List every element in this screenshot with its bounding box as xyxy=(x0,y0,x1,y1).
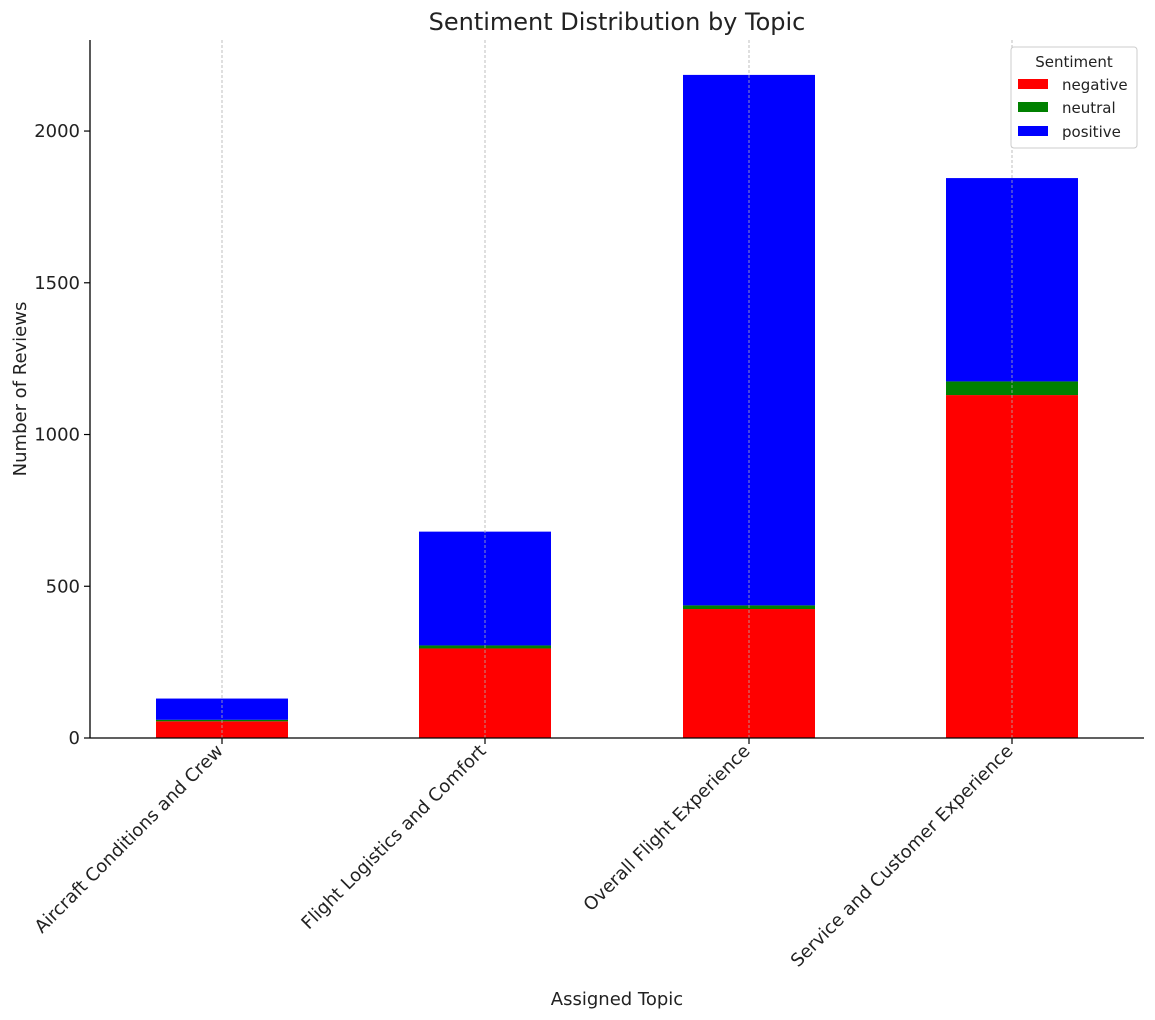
x-ticks: Aircraft Conditions and Crew Flight Logis… xyxy=(31,738,1018,971)
x-axis-label: Assigned Topic xyxy=(551,989,683,1010)
bars-layer xyxy=(156,74,1078,738)
bar-positive-1 xyxy=(156,698,288,720)
bar-negative-1 xyxy=(156,721,288,738)
y-tick-label-1000: 1000 xyxy=(34,425,80,446)
legend-swatch-negative xyxy=(1018,79,1048,89)
legend-label-neutral: neutral xyxy=(1062,99,1116,117)
legend-frame xyxy=(1010,46,1138,149)
bar-positive-2 xyxy=(419,531,551,646)
legend: Sentiment negative neutral positive xyxy=(1010,46,1138,149)
y-tick-label-0: 0 xyxy=(69,728,80,749)
bar-negative-3 xyxy=(683,609,815,738)
x-tick-label-2: Flight Logistics and Comfort xyxy=(297,741,490,934)
axes-layer xyxy=(89,40,1144,739)
chart-title: Sentiment Distribution by Topic xyxy=(429,8,806,36)
legend-label-positive: positive xyxy=(1062,123,1121,141)
bar-negative-2 xyxy=(419,648,551,738)
x-tick-label-1: Aircraft Conditions and Crew xyxy=(31,741,228,938)
x-tick-label-4: Service and Customer Experience xyxy=(787,741,1018,972)
y-tick-label-2000: 2000 xyxy=(34,121,80,142)
y-tick-label-1500: 1500 xyxy=(34,273,80,294)
legend-title: Sentiment xyxy=(1035,53,1113,71)
y-axis-label: Number of Reviews xyxy=(10,302,31,477)
y-tick-label-500: 500 xyxy=(46,576,80,597)
legend-label-negative: negative xyxy=(1062,76,1128,94)
grid-layer xyxy=(221,40,1013,738)
x-tick-label-3: Overall Flight Experience xyxy=(580,741,755,916)
legend-swatch-positive xyxy=(1018,126,1048,136)
legend-swatch-neutral xyxy=(1018,102,1048,112)
y-ticks: 0 500 1000 1500 2000 xyxy=(34,121,90,749)
bar-neutral-4 xyxy=(946,381,1078,396)
